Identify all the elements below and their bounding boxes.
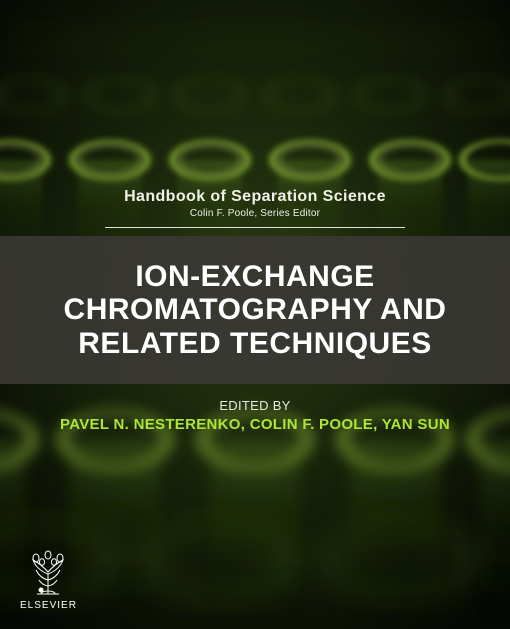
elsevier-tree-icon [27,550,69,596]
series-editor: Colin F. Poole, Series Editor [0,208,510,219]
editors-block: EDITED BY PAVEL N. NESTERENKO, COLIN F. … [0,398,510,433]
publisher-name: ELSEVIER [20,600,77,611]
publisher-block: ELSEVIER [20,550,77,611]
series-block: Handbook of Separation Science Colin F. … [0,188,510,228]
series-name: Handbook of Separation Science [0,188,510,206]
edited-by-label: EDITED BY [0,398,510,413]
book-title: ION-EXCHANGE CHROMATOGRAPHY AND RELATED … [30,260,480,361]
series-rule [105,227,405,228]
title-band: ION-EXCHANGE CHROMATOGRAPHY AND RELATED … [0,236,510,384]
book-cover: Handbook of Separation Science Colin F. … [0,0,510,629]
editor-names: PAVEL N. NESTERENKO, COLIN F. POOLE, YAN… [0,416,510,433]
